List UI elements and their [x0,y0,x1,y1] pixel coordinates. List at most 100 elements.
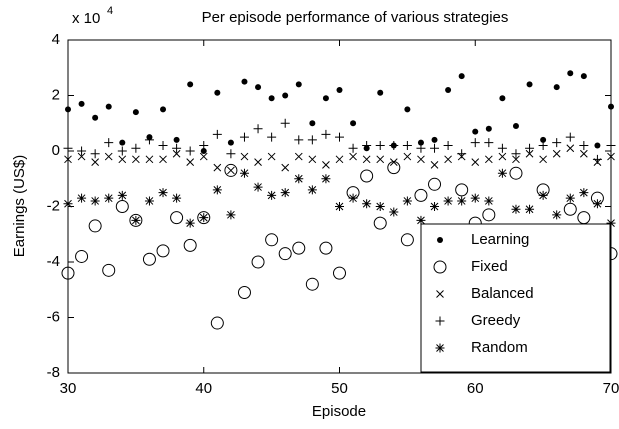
data-point [145,155,154,164]
data-point [579,140,589,150]
data-point [240,152,249,161]
data-point [430,161,439,169]
data-point [497,168,507,178]
data-point [472,128,479,135]
x-tick-label: 50 [331,380,348,397]
y-tick-label: -6 [47,308,60,325]
data-point [335,155,344,164]
data-point [253,182,263,192]
data-point [402,140,412,150]
data-point [538,190,548,200]
data-point [403,152,412,161]
x-axis-label: Episode [312,403,366,420]
data-point [158,140,168,150]
legend-label: Fixed [471,258,508,275]
data-point [131,215,141,225]
data-point [470,193,480,203]
data-point [377,89,384,96]
data-point [280,118,290,128]
data-point [443,196,453,206]
data-point [484,138,494,148]
data-point [511,204,521,214]
data-point [129,213,143,227]
data-point [389,158,398,166]
data-point [295,81,302,88]
data-point [417,139,424,146]
y-multiplier: x 10 [72,10,100,27]
data-point [251,255,265,269]
data-point [498,152,507,161]
data-point [214,89,221,96]
data-point [307,185,317,195]
x-tick-label: 30 [60,380,77,397]
data-point [213,163,222,172]
chart-title: Per episode performance of various strat… [202,9,509,26]
data-point [241,78,248,85]
data-point [321,129,331,139]
data-point [210,316,224,330]
legend-label: Balanced [471,285,534,302]
data-point [281,163,290,172]
data-point [444,155,452,164]
data-point [142,252,156,266]
data-point [144,196,154,206]
data-point [322,95,329,102]
data-point [373,216,387,230]
data-point [348,193,358,203]
data-point [525,204,535,214]
data-point [267,152,276,161]
data-point [292,241,306,255]
y-tick-label: 4 [52,31,60,48]
data-point [294,135,304,145]
data-point [90,196,100,206]
data-point [430,143,440,153]
data-point [416,215,426,225]
data-point [563,202,577,216]
data-point [511,149,521,159]
data-point [539,155,547,164]
data-point [499,95,506,102]
data-point [105,103,112,110]
data-point [132,155,140,164]
data-point [61,266,75,280]
data-point [75,249,89,263]
data-point [470,138,480,148]
data-point [115,200,129,213]
data-point [375,202,385,211]
data-point [172,149,181,158]
data-point [78,100,85,107]
data-point [267,132,277,142]
data-point [119,139,126,146]
y-tick-label: -4 [47,253,60,270]
data-point [199,152,208,161]
data-point [525,149,534,158]
data-point [497,143,507,153]
data-point [402,196,412,206]
data-point [173,136,180,143]
data-point [404,106,411,113]
data-point [160,106,167,113]
data-point [525,143,535,153]
data-point [255,84,262,91]
data-point [117,190,127,200]
data-point [253,124,263,134]
legend-box [420,223,611,373]
data-point [509,166,523,180]
data-point [63,143,73,153]
data-point [199,140,209,150]
data-point [117,146,127,156]
y-tick-label: 0 [52,142,60,159]
data-point [565,193,575,203]
y-tick-label: -2 [47,197,60,214]
data-point [158,188,168,198]
data-point [132,109,139,116]
data-point [606,218,616,228]
data-point [187,81,194,88]
data-point [512,123,519,130]
data-point [592,199,602,209]
y-tick-label: 2 [52,86,60,103]
data-point [579,188,589,198]
data-point [92,114,99,121]
data-point [375,140,385,150]
